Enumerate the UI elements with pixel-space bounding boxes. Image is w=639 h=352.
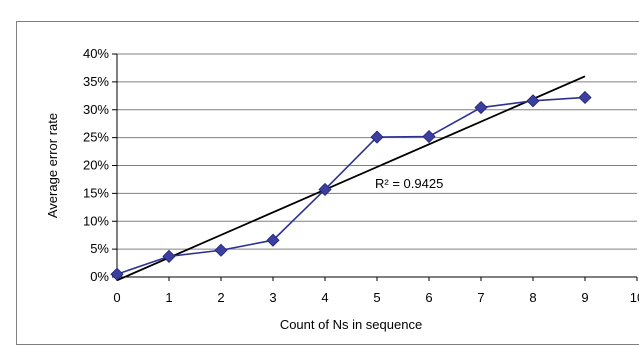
x-tick-label: 8 [529,290,536,305]
data-point-marker [162,249,176,263]
data-point-marker [526,94,540,108]
y-tick-label: 0% [90,269,109,284]
data-point-marker [370,130,384,144]
y-axis-title: Average error rate [45,113,60,218]
x-tick-label: 3 [269,290,276,305]
y-tick-label: 30% [83,102,109,117]
y-tick-label: 5% [90,241,109,256]
x-tick-label: 1 [165,290,172,305]
y-tick-labels: 0% 5% 10% 15% 20% 25% 30% 35% 40% [83,46,109,284]
x-tick-label: 6 [425,290,432,305]
series-group [110,90,592,281]
x-tick-label: 9 [581,290,588,305]
x-tick-label: 10 [630,290,639,305]
linear-trendline [116,75,586,282]
data-point-marker [214,243,228,257]
data-point-marker [422,129,436,144]
data-point-marker [110,267,124,281]
x-tick-label: 0 [113,290,120,305]
trendline-group [116,75,586,282]
grid-lines [117,53,637,250]
y-tick-label: 40% [83,46,109,61]
y-tick-label: 10% [83,213,109,228]
r-squared-label: R² = 0.9425 [375,176,443,191]
y-tick-label: 20% [83,158,109,173]
x-tick-label: 7 [477,290,484,305]
data-point-marker [474,100,488,115]
x-tick-label: 2 [217,290,224,305]
y-tick-label: 15% [83,185,109,200]
x-axis-title: Count of Ns in sequence [280,317,422,332]
data-point-marker [578,90,592,105]
data-point-marker [266,233,280,247]
y-tick-label: 35% [83,74,109,89]
series-line [116,96,586,275]
y-tick-label: 25% [83,130,109,145]
x-tick-label: 4 [321,290,328,305]
chart-frame [16,21,639,345]
x-tick-labels: 0 1 2 3 4 5 6 7 8 9 10 [113,290,639,305]
x-tick-label: 5 [373,290,380,305]
data-point-marker [318,182,332,197]
